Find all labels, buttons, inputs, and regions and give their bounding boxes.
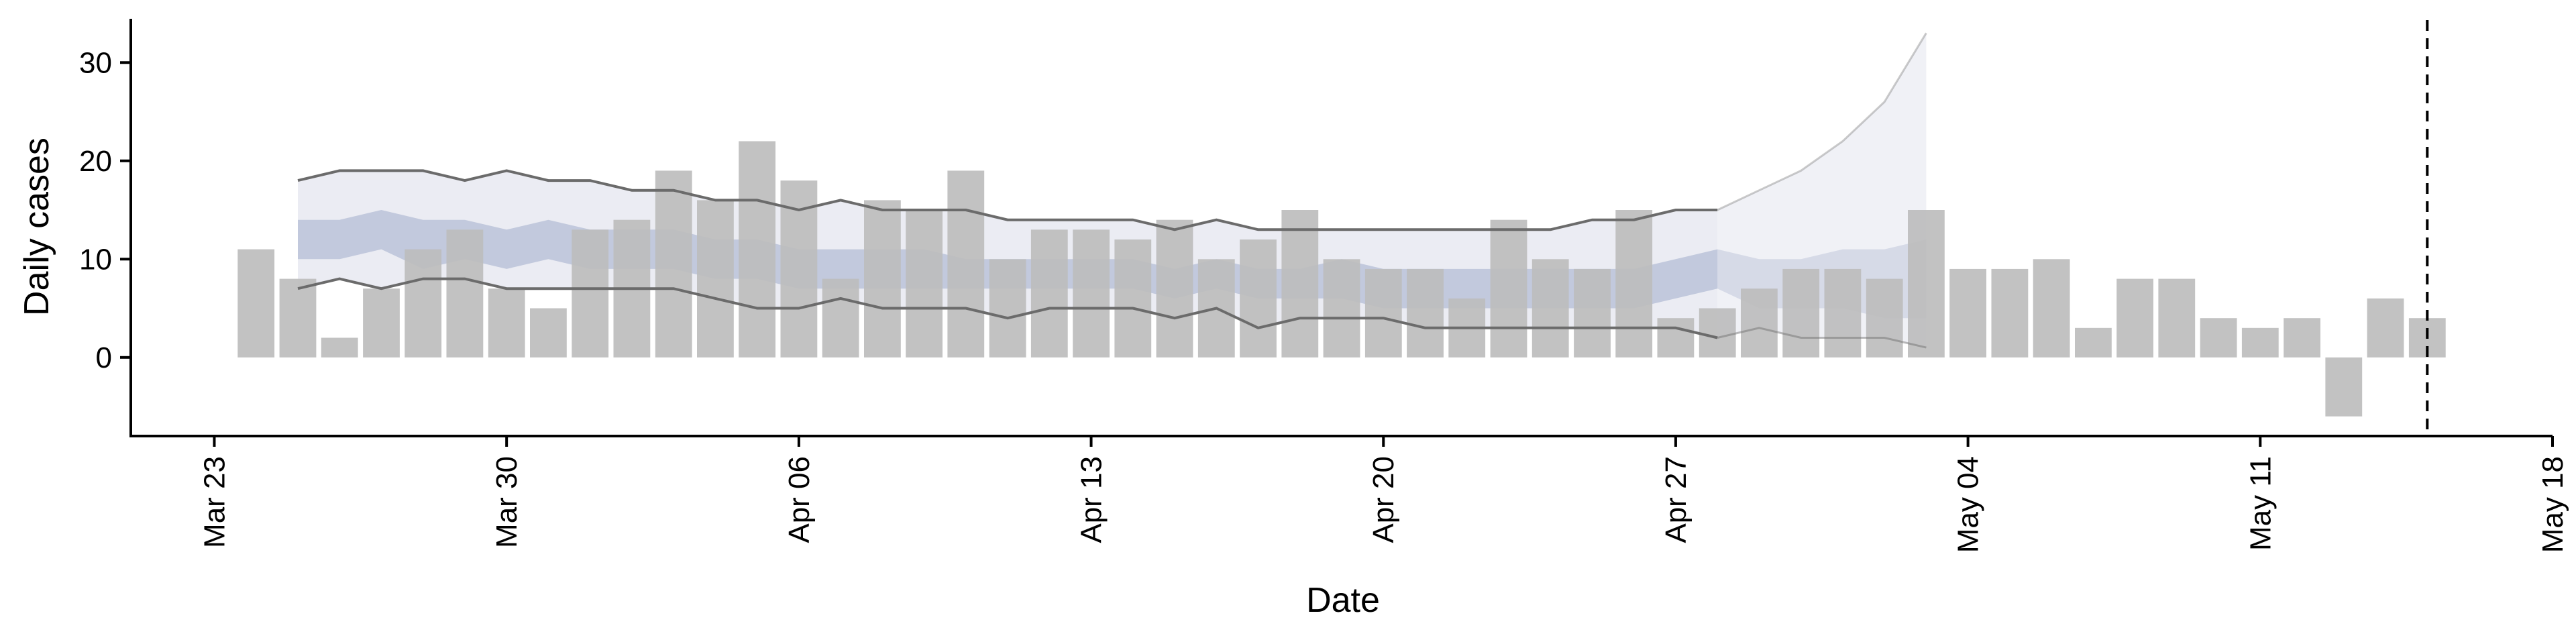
case-bar [2284,318,2320,358]
case-bar [2367,298,2404,358]
case-bar [1073,229,1110,358]
case-bar [237,249,275,358]
forecast-lower-line-extension [1717,327,1927,349]
y-tick-label: 10 [79,243,112,276]
case-bar [1323,259,1360,358]
case-bar [1615,210,1653,358]
case-bar [947,170,985,358]
case-bar [1699,308,1736,358]
case-bar [1156,219,1193,358]
case-bar [405,249,442,358]
case-bar [1657,318,1695,358]
case-bar [530,308,567,358]
case-bar [1030,229,1068,358]
case-bar [1866,278,1903,358]
case-bar [655,170,692,358]
case-bar [1240,239,1277,358]
case-bar [989,259,1026,358]
case-bar [2241,327,2279,358]
y-ticks: 0 10 20 30 [79,46,131,374]
case-bar [279,278,317,358]
forecast-lower-line [297,277,1718,339]
case-bar [906,210,943,358]
x-tick-label: Apr 20 [1367,456,1400,543]
x-tick-label: Mar 23 [198,456,231,548]
case-bar [1364,268,1402,358]
case-bar [1490,219,1527,358]
case-bar [1281,210,1319,358]
case-bar [822,278,859,358]
case-bar [2033,259,2070,358]
x-tick-label: May 04 [1952,456,1985,553]
case-bar [2116,278,2153,358]
x-tick-label: Apr 13 [1075,456,1108,543]
case-bar [572,229,609,358]
y-axis-label: Daily cases [17,138,56,316]
case-bar [1574,268,1611,358]
x-tick-label: Mar 30 [490,456,523,548]
case-bar [1949,268,1986,358]
case-bar [1532,259,1569,358]
case-bar [446,229,484,358]
case-bar [321,337,358,358]
outer-band-layer [298,33,1927,348]
case-bar [697,200,734,358]
x-axis-label: Date [1306,581,1380,620]
case-bar [864,200,901,358]
forecast-inner-band [298,210,1718,309]
x-tick-label: Apr 06 [783,456,816,543]
y-tick-label: 20 [79,145,112,178]
case-bar [1741,288,1778,358]
case-bar [1114,239,1152,358]
forecast-lines-layer [297,32,1927,349]
case-bar [1824,268,1862,358]
case-bar [2158,278,2196,358]
case-bar [363,288,400,358]
x-tick-label: May 11 [2244,456,2277,551]
axes: 0 10 20 30 Mar 23 Mar 30 Apr 06 Apr 13 Apr 20 Ap… [79,19,2569,553]
forecast-upper-line-extension [1717,32,1927,211]
y-tick-label: 30 [79,46,112,79]
x-tick-label: Apr 27 [1660,456,1693,543]
case-bar [1407,268,1444,358]
case-bar [1908,210,1945,358]
case-bar [2075,327,2112,358]
y-tick-label: 0 [96,341,112,374]
case-bar [1782,268,1820,358]
x-ticks: Mar 23 Mar 30 Apr 06 Apr 13 Apr 20 Apr 27 May … [198,436,2569,553]
bars-layer [237,141,2446,417]
case-bar [488,288,525,358]
case-bar [1991,268,2029,358]
forecast-outer-band-extension [1717,33,1927,348]
forecast-upper-line [297,169,1718,231]
case-bar [2200,318,2237,358]
case-bar [2325,357,2363,417]
x-tick-label: May 18 [2536,456,2569,553]
case-bar [739,141,775,358]
plot-area [237,20,2446,436]
